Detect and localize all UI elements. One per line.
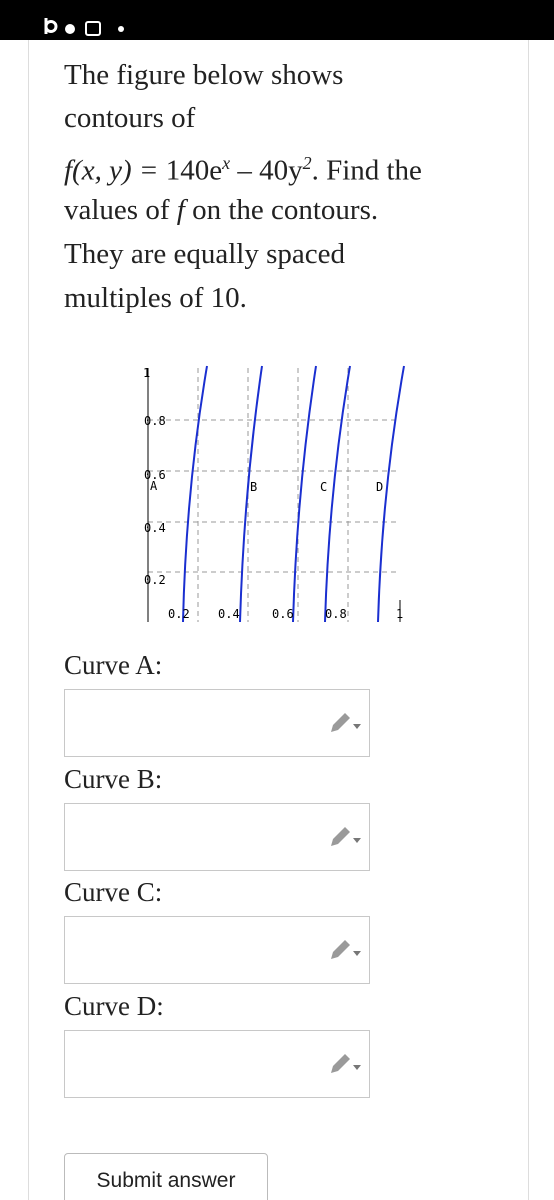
pencil-icon bbox=[331, 940, 361, 959]
answer-input[interactable] bbox=[64, 802, 370, 871]
answer-label: Curve B: bbox=[64, 763, 163, 794]
question-line: values of f on the contours. bbox=[64, 193, 378, 227]
x-tick-label: 0.6 bbox=[272, 607, 294, 621]
y-tick-label: 1 bbox=[143, 366, 150, 380]
y-tick-label: 0.4 bbox=[144, 521, 166, 535]
x-tick-label: 0.8 bbox=[325, 607, 347, 621]
question-line: They are equally spaced bbox=[64, 238, 345, 270]
answer-input[interactable] bbox=[64, 689, 370, 757]
x-tick-label: 1 bbox=[396, 607, 403, 621]
question-line: The figure below shows bbox=[64, 59, 344, 91]
question-line: multiples of 10. bbox=[64, 282, 247, 314]
status-bar bbox=[0, 0, 554, 40]
y-tick-label: 0.8 bbox=[144, 414, 166, 428]
variable: f bbox=[176, 194, 185, 226]
contour-figure: 1 0.8 0.6 0.4 0.2 0.2 0.4 0.6 0.8 1 A B … bbox=[143, 365, 405, 623]
text: values of bbox=[64, 194, 170, 226]
contour-curve bbox=[377, 365, 405, 623]
submit-button[interactable]: Submit answer bbox=[64, 1153, 268, 1200]
grid bbox=[148, 368, 400, 622]
x-tick-label: 0.4 bbox=[218, 607, 240, 621]
y-tick-label: 0.2 bbox=[144, 573, 166, 587]
y-tick-label: 0.6 bbox=[144, 468, 166, 482]
curve-label: A bbox=[150, 479, 158, 493]
curve-label: C bbox=[320, 480, 327, 494]
contour-curve bbox=[292, 365, 317, 623]
answer-input[interactable] bbox=[64, 1029, 370, 1098]
pencil-icon bbox=[331, 1053, 361, 1073]
pencil-icon bbox=[331, 826, 361, 846]
formula-exponent: x bbox=[222, 153, 231, 173]
formula-term: 140e bbox=[165, 154, 223, 187]
question-line: contours of bbox=[64, 102, 196, 134]
formula-term: 40y bbox=[259, 154, 303, 187]
answer-label: Curve A: bbox=[64, 650, 163, 680]
answer-label: Curve D: bbox=[64, 990, 164, 1021]
formula-operator: – bbox=[237, 154, 252, 187]
content-panel bbox=[28, 40, 529, 1200]
curve-label: B bbox=[250, 480, 257, 494]
contours bbox=[182, 365, 405, 623]
x-tick-label: 0.2 bbox=[168, 607, 190, 621]
contour-curve bbox=[324, 365, 351, 623]
formula-tail: . Find the bbox=[311, 154, 422, 187]
contour-curve bbox=[239, 365, 263, 623]
contour-curve bbox=[182, 365, 208, 623]
status-icons bbox=[44, 18, 124, 36]
curve-label: D bbox=[376, 480, 383, 494]
question-formula: f(x, y) = 140ex – 40y2. Find the bbox=[64, 146, 422, 188]
answer-input[interactable] bbox=[64, 916, 370, 984]
formula-function: f(x, y) = bbox=[64, 154, 159, 187]
answer-label: Curve C: bbox=[64, 877, 163, 907]
formula-exponent: 2 bbox=[302, 153, 312, 173]
text: on the contours. bbox=[192, 194, 379, 226]
pencil-icon bbox=[331, 713, 361, 732]
